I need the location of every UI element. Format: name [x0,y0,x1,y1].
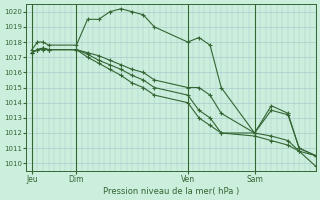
X-axis label: Pression niveau de la mer( hPa ): Pression niveau de la mer( hPa ) [103,187,239,196]
